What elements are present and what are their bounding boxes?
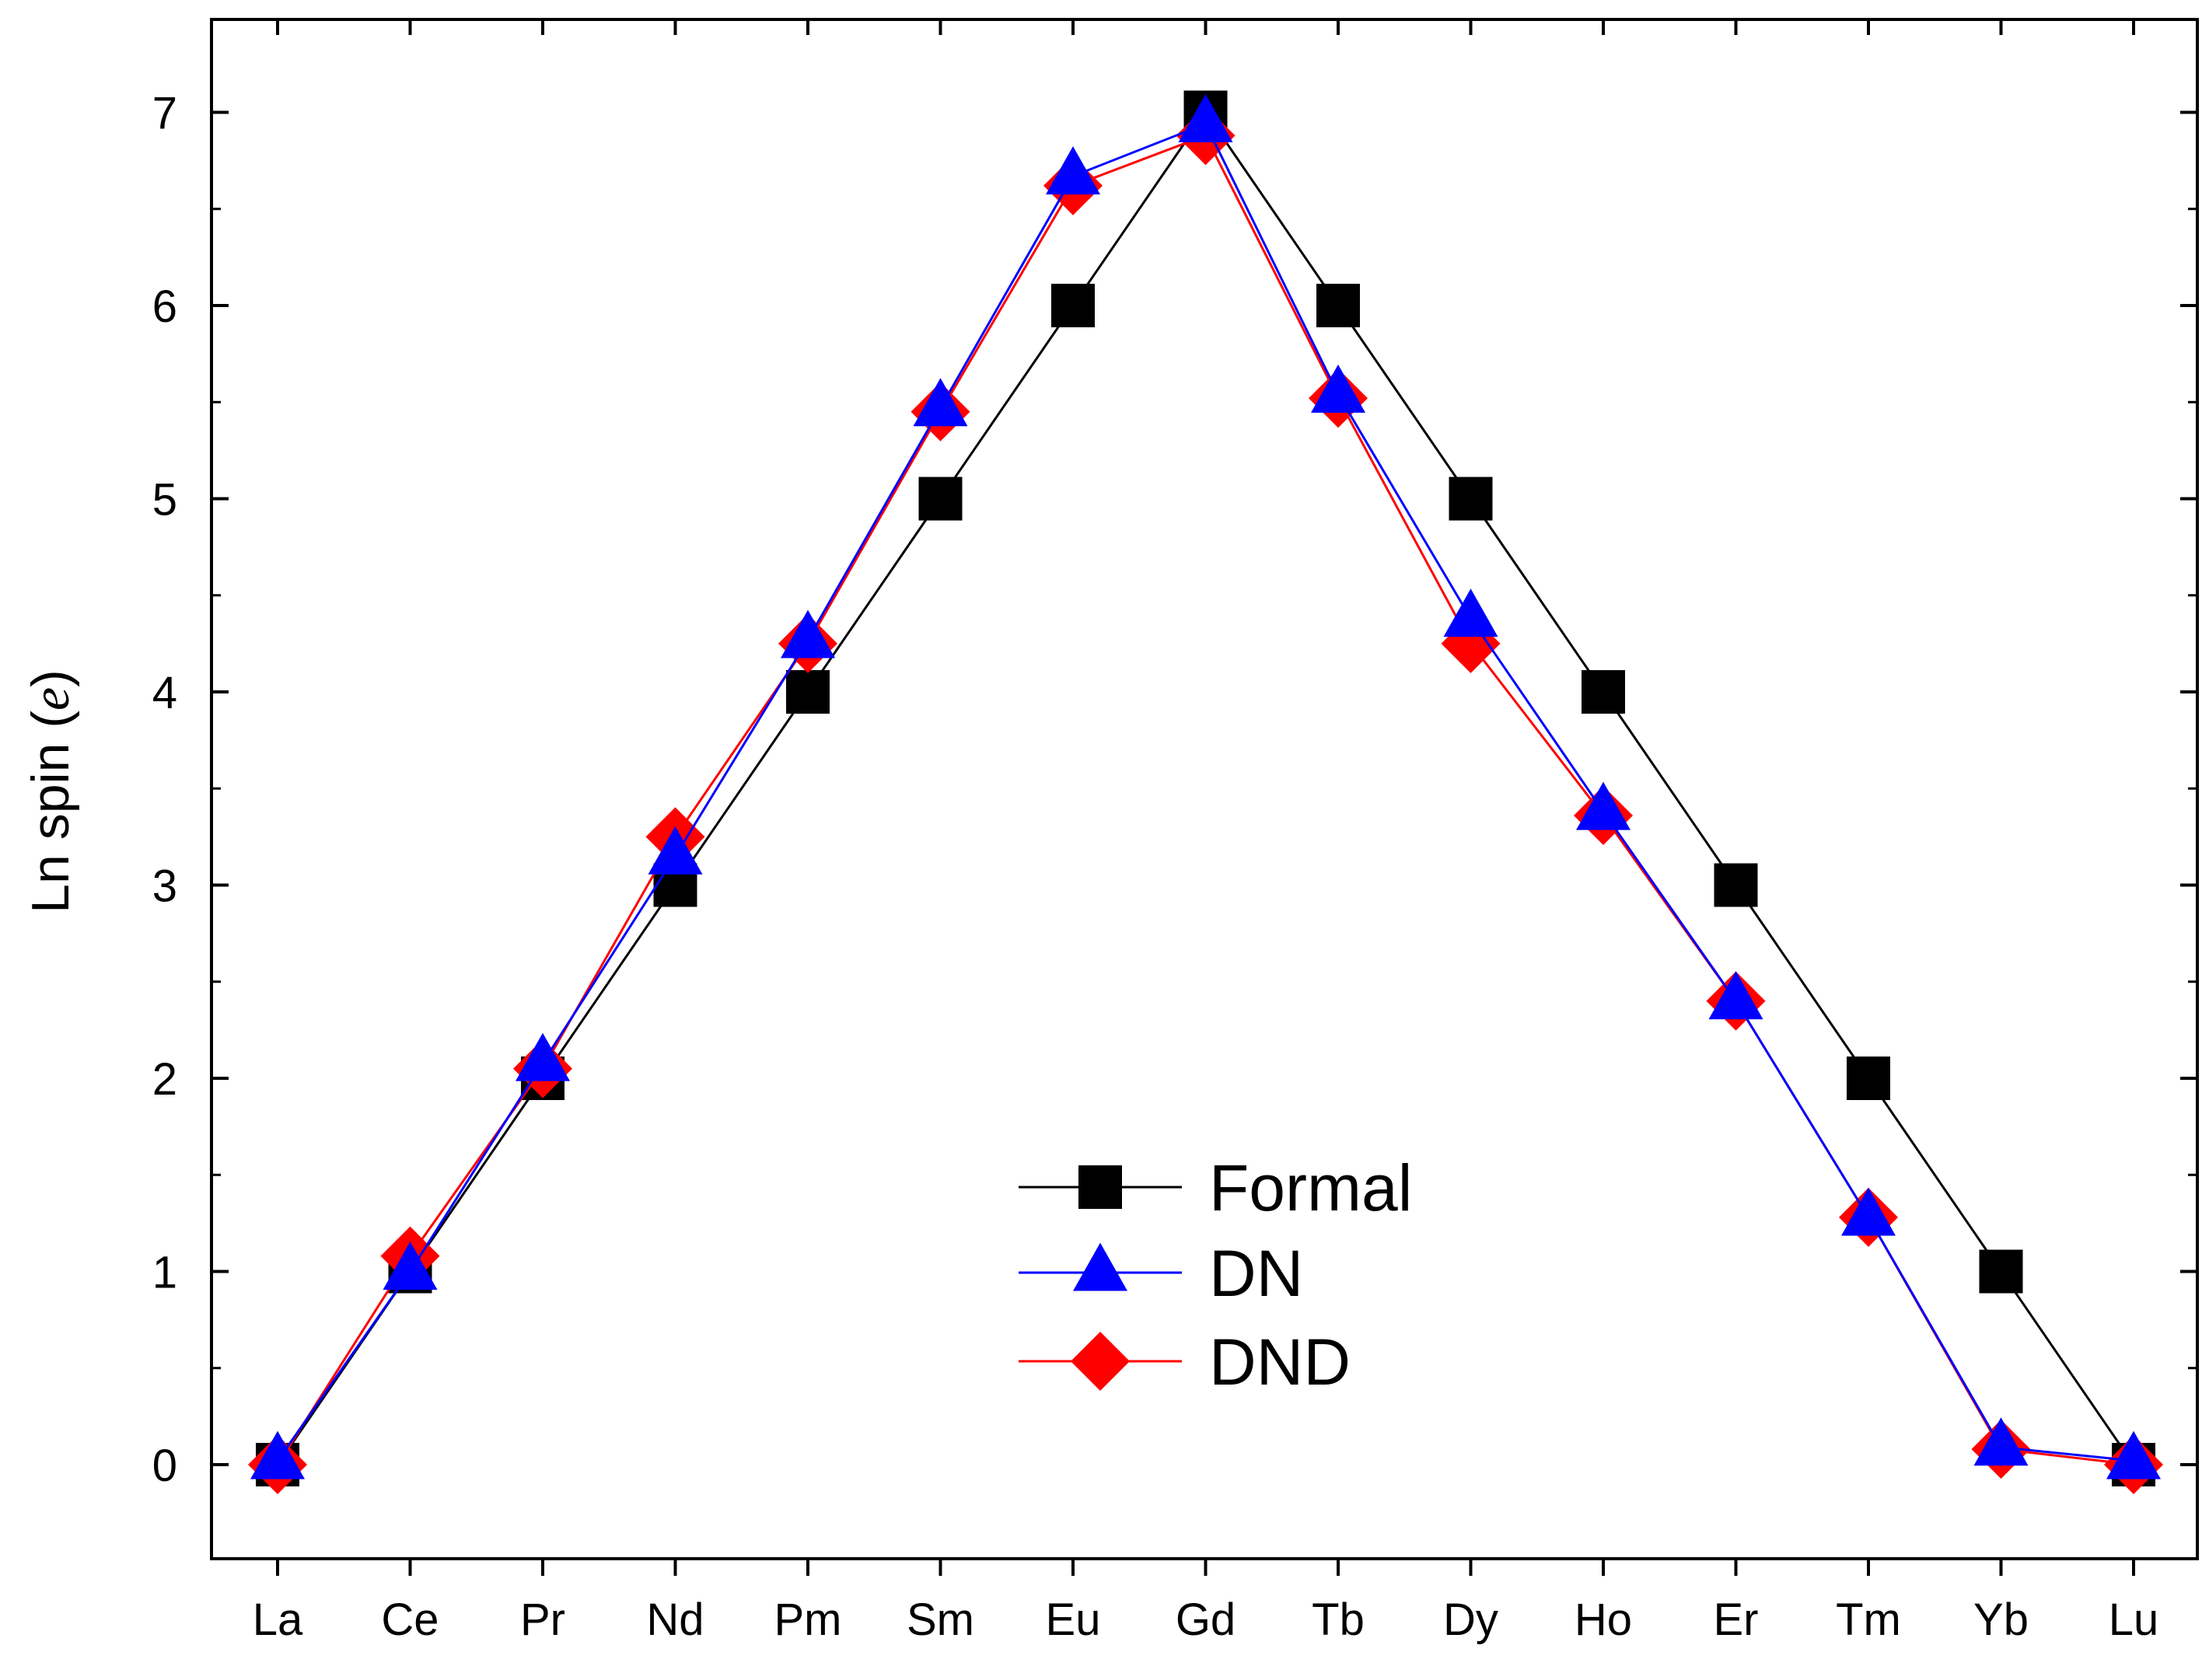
point-dn-ho xyxy=(1576,781,1631,830)
legend-item-dnd: DND xyxy=(1019,1325,1351,1399)
point-dn-eu xyxy=(1046,146,1100,195)
point-formal-er xyxy=(1714,863,1758,907)
legend: Formal DN DND xyxy=(1019,1151,1412,1399)
series-dnd xyxy=(248,106,2163,1494)
y-axis-title-close: ) xyxy=(21,669,80,687)
point-formal-dy xyxy=(1449,477,1493,521)
y-axis-title-unit: e xyxy=(21,687,80,711)
x-tick-label-ho: Ho xyxy=(1575,1594,1632,1645)
y-axis-title-main: Ln spin ( xyxy=(21,711,80,913)
y-tick-label: 7 xyxy=(152,89,177,139)
x-tick-label-dy: Dy xyxy=(1443,1594,1498,1645)
x-tick-label-tm: Tm xyxy=(1836,1594,1901,1645)
point-formal-yb xyxy=(1979,1249,2023,1294)
y-tick-label: 2 xyxy=(152,1054,177,1105)
point-dn-ce xyxy=(383,1242,438,1291)
legend-item-formal: Formal xyxy=(1019,1151,1412,1224)
x-tick-label-tb: Tb xyxy=(1312,1594,1365,1645)
series-line-dnd xyxy=(276,134,2134,1466)
point-dn-sm xyxy=(913,378,968,427)
plot-border xyxy=(210,18,2199,1560)
point-formal-tm xyxy=(1847,1057,1890,1100)
point-dn-er xyxy=(1708,971,1763,1020)
x-tick-label-ce: Ce xyxy=(381,1594,439,1645)
x-tick-label-lu: Lu xyxy=(2109,1594,2159,1645)
y-tick-label: 6 xyxy=(152,281,177,332)
x-tick-label-yb: Yb xyxy=(1973,1594,2029,1645)
x-tick-label-nd: Nd xyxy=(646,1594,704,1645)
point-formal-tb xyxy=(1316,284,1360,327)
point-formal-eu xyxy=(1051,284,1095,327)
point-dn-tm xyxy=(1841,1187,1896,1236)
x-tick-label-pm: Pm xyxy=(774,1594,842,1645)
x-tick-label-sm: Sm xyxy=(907,1594,974,1645)
x-tick-label-gd: Gd xyxy=(1176,1594,1236,1645)
y-axis: 0 1 2 3 4 5 6 7 xyxy=(152,89,2197,1491)
legend-marker-dn xyxy=(1073,1242,1127,1291)
point-formal-ho xyxy=(1582,670,1625,714)
series-line-formal xyxy=(276,110,2135,1465)
series-line-dn xyxy=(276,122,2134,1462)
point-dn-pr xyxy=(516,1032,570,1081)
series-formal xyxy=(256,90,2155,1486)
x-tick-label-la: La xyxy=(253,1594,303,1645)
x-axis: La Ce Pr Nd Pm Sm Eu Gd Tb Dy Ho Er Tm Yb Lu xyxy=(253,19,2159,1645)
legend-label-dnd: DND xyxy=(1209,1325,1351,1399)
y-tick-label: 0 xyxy=(152,1441,177,1491)
x-tick-label-pr: Pr xyxy=(520,1594,565,1645)
point-dn-lu xyxy=(2106,1430,2161,1479)
x-tick-label-eu: Eu xyxy=(1046,1594,1101,1645)
y-axis-title: Ln spin (e) xyxy=(21,669,80,913)
point-formal-sm xyxy=(918,477,963,521)
legend-label-formal: Formal xyxy=(1209,1151,1412,1224)
point-dn-tb xyxy=(1311,364,1365,413)
y-tick-label: 3 xyxy=(152,861,177,912)
legend-item-dn: DN xyxy=(1019,1237,1303,1310)
series-dn xyxy=(250,93,2161,1479)
point-formal-pm xyxy=(786,670,830,714)
point-dn-nd xyxy=(648,826,703,875)
series-layer xyxy=(248,90,2163,1494)
y-tick-label: 4 xyxy=(152,668,177,718)
legend-label-dn: DN xyxy=(1209,1237,1303,1310)
legend-marker-dnd xyxy=(1071,1332,1130,1391)
point-dn-pm xyxy=(781,609,835,658)
y-tick-label: 1 xyxy=(152,1248,177,1298)
y-tick-label: 5 xyxy=(152,475,177,526)
x-tick-label-er: Er xyxy=(1714,1594,1759,1645)
point-dn-dy xyxy=(1443,589,1498,637)
point-dn-gd xyxy=(1178,93,1233,142)
plot-frame xyxy=(210,18,2199,1560)
point-dn-yb xyxy=(1973,1417,2029,1466)
point-dn-la xyxy=(250,1430,305,1479)
legend-marker-formal xyxy=(1078,1165,1122,1209)
